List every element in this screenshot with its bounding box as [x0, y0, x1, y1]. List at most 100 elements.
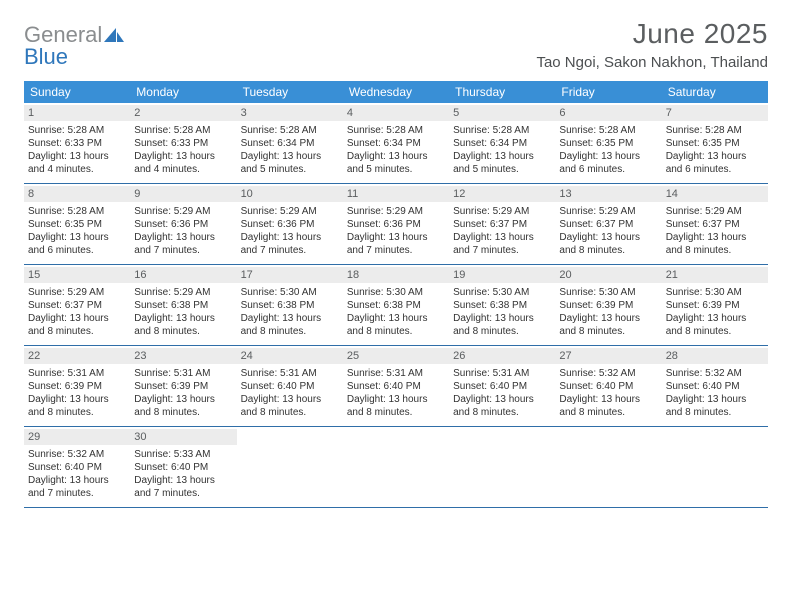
day-line-d1: Daylight: 13 hours [666, 150, 764, 163]
day-line-ss: Sunset: 6:35 PM [666, 137, 764, 150]
brand-text: General Blue [24, 24, 124, 68]
day-line-d2: and 5 minutes. [347, 163, 445, 176]
day-cell: 24Sunrise: 5:31 AMSunset: 6:40 PMDayligh… [237, 346, 343, 426]
day-details: Sunrise: 5:29 AMSunset: 6:37 PMDaylight:… [666, 205, 764, 257]
day-cell: 14Sunrise: 5:29 AMSunset: 6:37 PMDayligh… [662, 184, 768, 264]
day-cell: 3Sunrise: 5:28 AMSunset: 6:34 PMDaylight… [237, 103, 343, 183]
day-cell: 5 Sunrise: 5:28 AMSunset: 6:34 PMDaylight… [449, 103, 555, 183]
day-number: 9 [130, 186, 236, 202]
day-line-d2: and 8 minutes. [347, 406, 445, 419]
day-line-sr: Sunrise: 5:30 AM [453, 286, 551, 299]
day-details: Sunrise: 5:28 AMSunset: 6:35 PMDaylight:… [666, 124, 764, 176]
day-number: 20 [555, 267, 661, 283]
day-line-sr: Sunrise: 5:29 AM [28, 286, 126, 299]
day-number: 19 [449, 267, 555, 283]
day-line-d1: Daylight: 13 hours [28, 474, 126, 487]
day-cell: 22Sunrise: 5:31 AMSunset: 6:39 PMDayligh… [24, 346, 130, 426]
day-line-sr: Sunrise: 5:30 AM [347, 286, 445, 299]
day-details: Sunrise: 5:29 AMSunset: 6:37 PMDaylight:… [559, 205, 657, 257]
day-line-d2: and 5 minutes. [453, 163, 551, 176]
day-line-d1: Daylight: 13 hours [28, 231, 126, 244]
day-line-d2: and 8 minutes. [28, 325, 126, 338]
day-line-d2: and 8 minutes. [559, 406, 657, 419]
day-cell: 28Sunrise: 5:32 AMSunset: 6:40 PMDayligh… [662, 346, 768, 426]
day-line-ss: Sunset: 6:34 PM [347, 137, 445, 150]
title-block: June 2025 Tao Ngoi, Sakon Nakhon, Thaila… [536, 18, 768, 71]
day-cell: 8Sunrise: 5:28 AMSunset: 6:35 PMDaylight… [24, 184, 130, 264]
day-details: Sunrise: 5:33 AMSunset: 6:40 PMDaylight:… [134, 448, 232, 500]
day-line-sr: Sunrise: 5:28 AM [666, 124, 764, 137]
day-details: Sunrise: 5:29 AMSunset: 6:36 PMDaylight:… [347, 205, 445, 257]
day-cell: 27Sunrise: 5:32 AMSunset: 6:40 PMDayligh… [555, 346, 661, 426]
day-line-sr: Sunrise: 5:28 AM [28, 124, 126, 137]
weekday-cell: Thursday [449, 81, 555, 103]
weekday-cell: Wednesday [343, 81, 449, 103]
day-line-d1: Daylight: 13 hours [453, 150, 551, 163]
location-subtitle: Tao Ngoi, Sakon Nakhon, Thailand [536, 54, 768, 71]
day-number: 4 [343, 105, 449, 121]
day-cell: 19Sunrise: 5:30 AMSunset: 6:38 PMDayligh… [449, 265, 555, 345]
day-cell: 30 Sunrise: 5:33 AMSunset: 6:40 PMDayligh… [130, 427, 236, 507]
day-cell: 29Sunrise: 5:32 AMSunset: 6:40 PMDayligh… [24, 427, 130, 507]
day-line-d2: and 8 minutes. [241, 325, 339, 338]
day-line-d1: Daylight: 13 hours [666, 312, 764, 325]
day-line-d1: Daylight: 13 hours [666, 231, 764, 244]
weeks-container: 1Sunrise: 5:28 AMSunset: 6:33 PMDaylight… [24, 103, 768, 508]
day-line-ss: Sunset: 6:34 PM [241, 137, 339, 150]
day-line-d2: and 8 minutes. [241, 406, 339, 419]
day-line-sr: Sunrise: 5:28 AM [134, 124, 232, 137]
day-line-d1: Daylight: 13 hours [241, 312, 339, 325]
day-line-d2: and 7 minutes. [347, 244, 445, 257]
day-cell: 10Sunrise: 5:29 AMSunset: 6:36 PMDayligh… [237, 184, 343, 264]
day-line-d1: Daylight: 13 hours [134, 393, 232, 406]
day-details: Sunrise: 5:31 AMSunset: 6:40 PMDaylight:… [241, 367, 339, 419]
day-line-ss: Sunset: 6:33 PM [28, 137, 126, 150]
day-line-d2: and 8 minutes. [453, 406, 551, 419]
week-row: 22Sunrise: 5:31 AMSunset: 6:39 PMDayligh… [24, 346, 768, 427]
week-row: 15Sunrise: 5:29 AMSunset: 6:37 PMDayligh… [24, 265, 768, 346]
day-number: 5 [449, 105, 555, 121]
day-line-d2: and 8 minutes. [666, 406, 764, 419]
day-number: 30 [130, 429, 236, 445]
day-number: 27 [555, 348, 661, 364]
day-line-ss: Sunset: 6:40 PM [134, 461, 232, 474]
day-line-d2: and 7 minutes. [241, 244, 339, 257]
day-cell: 15Sunrise: 5:29 AMSunset: 6:37 PMDayligh… [24, 265, 130, 345]
day-line-sr: Sunrise: 5:28 AM [28, 205, 126, 218]
day-line-ss: Sunset: 6:37 PM [28, 299, 126, 312]
day-line-d2: and 8 minutes. [559, 325, 657, 338]
day-line-d2: and 7 minutes. [134, 487, 232, 500]
day-line-ss: Sunset: 6:38 PM [134, 299, 232, 312]
empty-day-cell [662, 427, 768, 507]
day-line-d2: and 8 minutes. [559, 244, 657, 257]
week-row: 29Sunrise: 5:32 AMSunset: 6:40 PMDayligh… [24, 427, 768, 508]
day-line-d2: and 6 minutes. [28, 244, 126, 257]
day-line-sr: Sunrise: 5:32 AM [666, 367, 764, 380]
day-line-d1: Daylight: 13 hours [347, 231, 445, 244]
day-details: Sunrise: 5:31 AMSunset: 6:40 PMDaylight:… [347, 367, 445, 419]
weekday-cell: Tuesday [237, 81, 343, 103]
day-line-ss: Sunset: 6:34 PM [453, 137, 551, 150]
day-number: 7 [662, 105, 768, 121]
day-line-ss: Sunset: 6:39 PM [666, 299, 764, 312]
day-number: 17 [237, 267, 343, 283]
day-cell: 2Sunrise: 5:28 AMSunset: 6:33 PMDaylight… [130, 103, 236, 183]
day-line-ss: Sunset: 6:39 PM [559, 299, 657, 312]
day-details: Sunrise: 5:28 AMSunset: 6:34 PMDaylight:… [347, 124, 445, 176]
day-details: Sunrise: 5:29 AMSunset: 6:37 PMDaylight:… [28, 286, 126, 338]
day-line-ss: Sunset: 6:33 PM [134, 137, 232, 150]
calendar-grid: SundayMondayTuesdayWednesdayThursdayFrid… [24, 81, 768, 508]
day-line-sr: Sunrise: 5:32 AM [28, 448, 126, 461]
day-line-sr: Sunrise: 5:30 AM [666, 286, 764, 299]
day-line-ss: Sunset: 6:40 PM [453, 380, 551, 393]
day-line-d1: Daylight: 13 hours [241, 231, 339, 244]
day-number: 25 [343, 348, 449, 364]
day-line-d2: and 8 minutes. [347, 325, 445, 338]
day-details: Sunrise: 5:32 AMSunset: 6:40 PMDaylight:… [666, 367, 764, 419]
day-line-d2: and 4 minutes. [28, 163, 126, 176]
day-details: Sunrise: 5:28 AMSunset: 6:34 PMDaylight:… [453, 124, 551, 176]
day-cell: 23Sunrise: 5:31 AMSunset: 6:39 PMDayligh… [130, 346, 236, 426]
day-line-d1: Daylight: 13 hours [453, 312, 551, 325]
day-line-d2: and 7 minutes. [453, 244, 551, 257]
day-line-d1: Daylight: 13 hours [559, 150, 657, 163]
